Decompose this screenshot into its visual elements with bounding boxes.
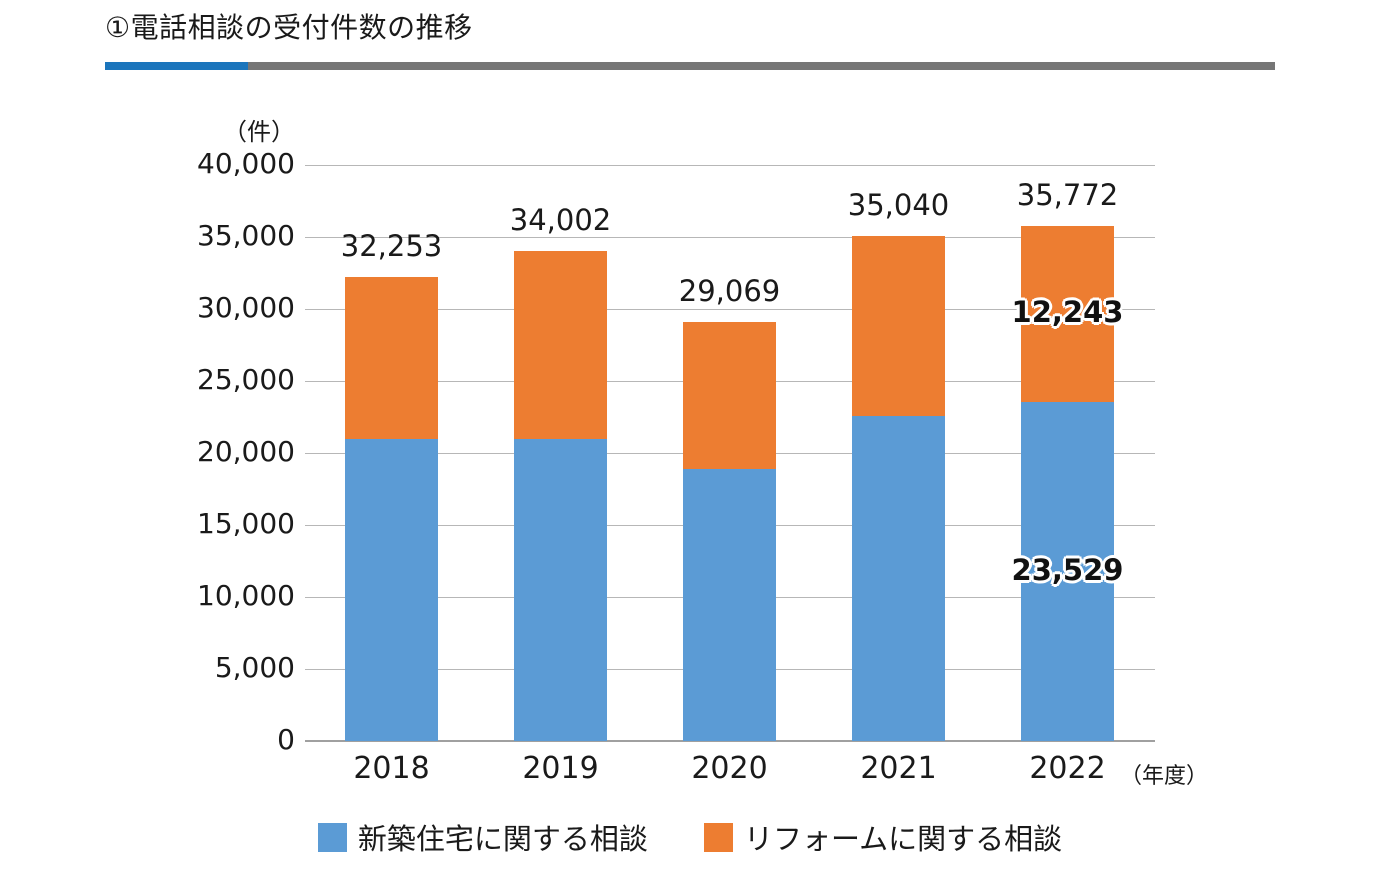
page-title: ①電話相談の受付件数の推移 — [105, 11, 473, 44]
legend-swatch-blue — [317, 822, 347, 852]
bar-total-label: 29,069 — [678, 274, 781, 309]
bar-segment-2018-new-housing — [345, 438, 438, 741]
x-tick-label: 2018 — [353, 751, 430, 786]
y-tick-label: 40,000 — [197, 147, 295, 180]
bar-segment-2022-reform — [1021, 225, 1114, 403]
legend-item-new-housing: 新築住宅に関する相談 — [317, 816, 648, 858]
legend-swatch-orange — [703, 822, 733, 852]
y-tick-label: 35,000 — [197, 219, 295, 252]
x-tick-label: 2022 — [1029, 751, 1106, 786]
gridline — [305, 165, 1155, 166]
x-tick-label: 2021 — [860, 751, 937, 786]
legend-label-new-housing: 新築住宅に関する相談 — [357, 822, 648, 856]
gridline — [305, 237, 1155, 238]
title-divider-accent — [105, 62, 248, 70]
gridline — [305, 309, 1155, 310]
bar-segment-2022-new-housing — [1021, 402, 1114, 741]
bar-segment-2020-reform — [683, 322, 776, 469]
bar-segment-2020-new-housing — [683, 468, 776, 741]
y-tick-label: 15,000 — [197, 507, 295, 540]
title-divider — [105, 62, 1275, 70]
bar-total-label: 35,772 — [1016, 177, 1119, 212]
y-tick-label: 5,000 — [214, 651, 295, 684]
bar-segment-value-label: 12,243 — [1011, 295, 1124, 330]
bar-segment-2019-reform — [514, 251, 607, 440]
x-tick-label: 2019 — [522, 751, 599, 786]
bar-segment-value-label: 23,529 — [1011, 552, 1124, 587]
bar-total-label: 35,040 — [847, 188, 950, 223]
y-tick-label: 10,000 — [197, 579, 295, 612]
bar-segment-2018-reform — [345, 276, 438, 439]
x-tick-label: 2020 — [691, 751, 768, 786]
y-tick-label: 20,000 — [197, 435, 295, 468]
x-axis-line — [305, 740, 1155, 742]
y-axis-unit-label: （件） — [223, 118, 295, 146]
bar-segment-2021-new-housing — [852, 416, 945, 741]
legend-label-reform: リフォームに関する相談 — [743, 822, 1063, 856]
bar-total-label: 34,002 — [509, 203, 612, 238]
chart-legend: 新築住宅に関する相談 リフォームに関する相談 — [105, 816, 1275, 858]
x-axis-suffix: （年度） — [1120, 764, 1209, 789]
bar-segment-2019-new-housing — [514, 439, 607, 741]
y-tick-label: 0 — [277, 723, 295, 756]
legend-item-reform: リフォームに関する相談 — [703, 816, 1063, 858]
y-tick-label: 30,000 — [197, 291, 295, 324]
bar-total-label: 32,253 — [340, 228, 443, 263]
bar-segment-2021-reform — [852, 236, 945, 417]
y-tick-label: 25,000 — [197, 363, 295, 396]
